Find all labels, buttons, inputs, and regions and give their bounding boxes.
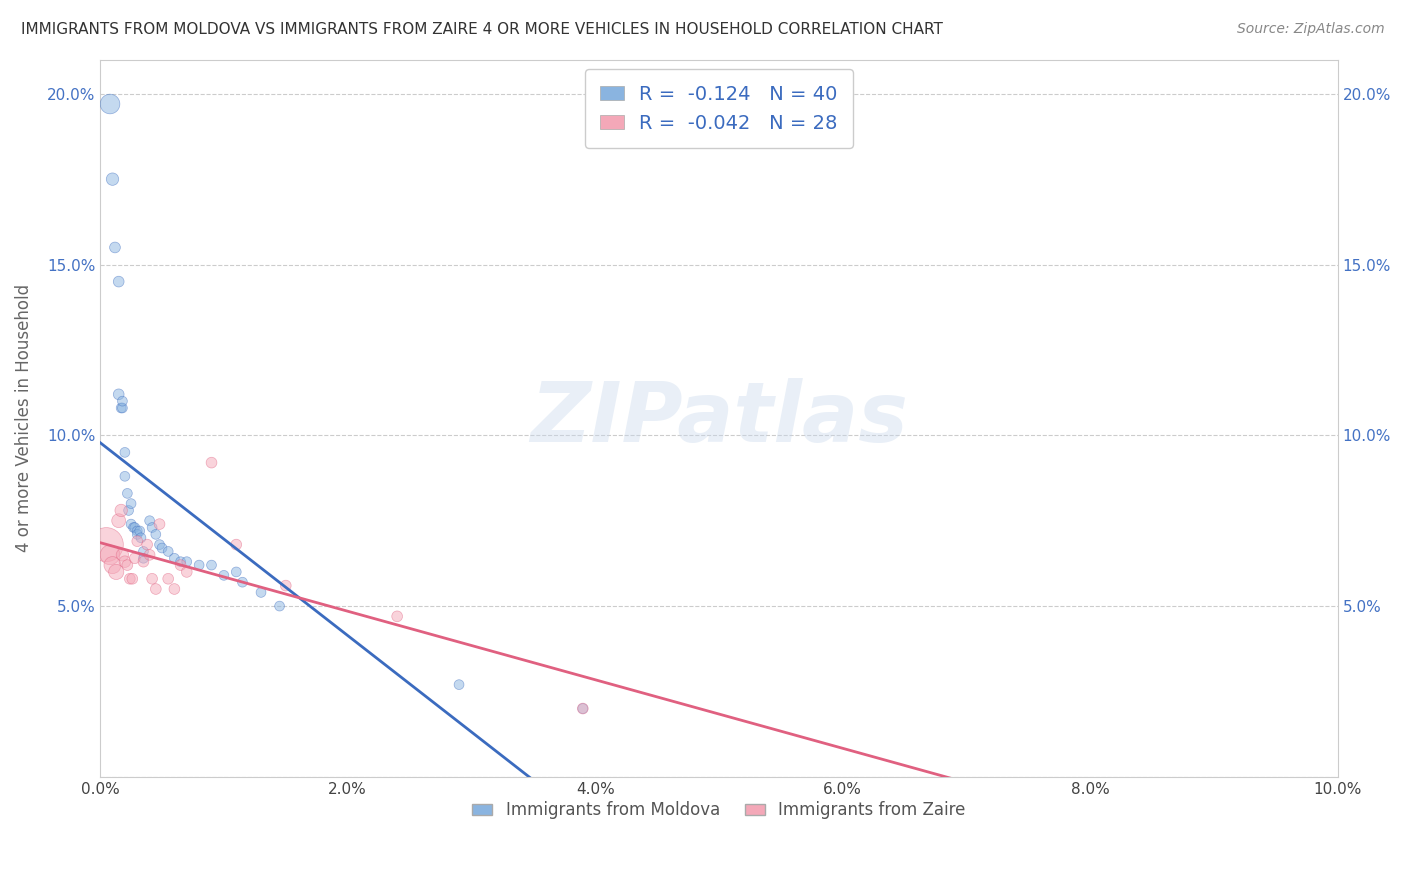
Y-axis label: 4 or more Vehicles in Household: 4 or more Vehicles in Household xyxy=(15,285,32,552)
Point xyxy=(107,275,129,289)
Point xyxy=(385,609,408,624)
Point xyxy=(114,469,136,483)
Point xyxy=(250,585,273,599)
Point xyxy=(127,527,149,541)
Point xyxy=(145,582,167,596)
Point xyxy=(127,534,149,549)
Point xyxy=(120,517,142,532)
Point xyxy=(572,701,595,715)
Point xyxy=(136,538,159,552)
Point xyxy=(117,558,139,573)
Point xyxy=(107,387,129,401)
Point xyxy=(111,401,134,415)
Point xyxy=(104,240,127,254)
Point xyxy=(148,538,170,552)
Point xyxy=(101,558,124,573)
Text: ZIPatlas: ZIPatlas xyxy=(530,377,908,458)
Point xyxy=(141,520,163,534)
Point xyxy=(114,445,136,459)
Point xyxy=(145,527,167,541)
Point xyxy=(572,701,595,715)
Point xyxy=(157,544,180,558)
Point xyxy=(163,551,186,566)
Point xyxy=(121,572,143,586)
Point xyxy=(132,555,155,569)
Point xyxy=(110,503,132,517)
Point xyxy=(117,486,139,500)
Point xyxy=(120,497,142,511)
Point xyxy=(111,548,134,562)
Point xyxy=(132,551,155,566)
Point xyxy=(225,538,247,552)
Point xyxy=(188,558,211,573)
Point xyxy=(200,456,222,470)
Point xyxy=(129,531,152,545)
Point xyxy=(157,572,180,586)
Point xyxy=(101,172,124,186)
Point xyxy=(98,548,121,562)
Point xyxy=(176,555,198,569)
Point xyxy=(128,524,150,538)
Point xyxy=(200,558,222,573)
Point xyxy=(117,503,139,517)
Point xyxy=(447,678,470,692)
Point xyxy=(212,568,235,582)
Point xyxy=(124,520,146,534)
Point xyxy=(127,524,149,538)
Point xyxy=(111,394,134,409)
Point xyxy=(138,548,160,562)
Point xyxy=(132,544,155,558)
Point xyxy=(105,565,128,579)
Point xyxy=(274,578,297,592)
Point xyxy=(122,520,145,534)
Point xyxy=(141,572,163,586)
Point xyxy=(163,582,186,596)
Point xyxy=(150,541,173,555)
Point xyxy=(225,565,247,579)
Point xyxy=(231,575,253,590)
Point xyxy=(169,558,191,573)
Point xyxy=(148,517,170,532)
Text: Source: ZipAtlas.com: Source: ZipAtlas.com xyxy=(1237,22,1385,37)
Point xyxy=(118,572,141,586)
Point xyxy=(114,555,136,569)
Point xyxy=(176,565,198,579)
Point xyxy=(138,514,160,528)
Legend: Immigrants from Moldova, Immigrants from Zaire: Immigrants from Moldova, Immigrants from… xyxy=(465,795,973,826)
Point xyxy=(124,551,146,566)
Point xyxy=(98,97,121,112)
Text: IMMIGRANTS FROM MOLDOVA VS IMMIGRANTS FROM ZAIRE 4 OR MORE VEHICLES IN HOUSEHOLD: IMMIGRANTS FROM MOLDOVA VS IMMIGRANTS FR… xyxy=(21,22,943,37)
Point xyxy=(169,555,191,569)
Point xyxy=(110,401,132,415)
Point xyxy=(96,538,118,552)
Point xyxy=(269,599,291,613)
Point xyxy=(107,514,129,528)
